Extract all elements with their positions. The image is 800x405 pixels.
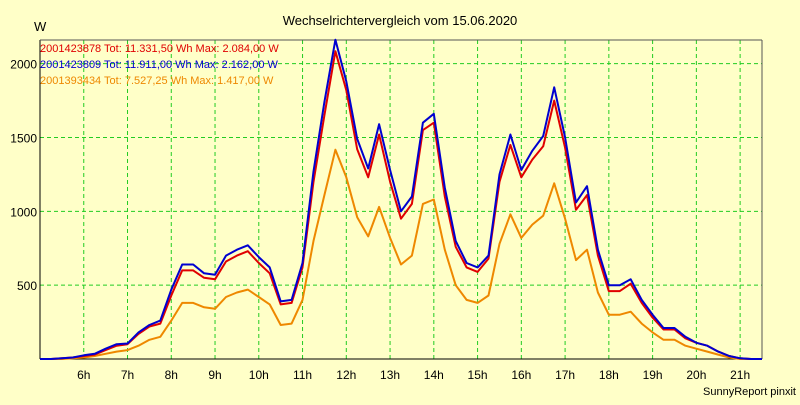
x-tick-label: 9h [208, 368, 221, 382]
x-tick-label: 8h [165, 368, 178, 382]
x-tick-label: 6h [77, 368, 90, 382]
series-line-2001393434 [40, 148, 762, 360]
y-axis-unit-label: W [34, 19, 47, 34]
y-tick-label: 2000 [10, 58, 37, 72]
x-tick-label: 19h [643, 368, 663, 382]
x-tick-label: 21h [730, 368, 750, 382]
y-tick-label: 1500 [10, 131, 37, 145]
chart-title: Wechselrichtervergleich vom 15.06.2020 [283, 13, 518, 28]
x-tick-label: 20h [686, 368, 706, 382]
x-tick-label: 16h [511, 368, 531, 382]
series-line-2001423809 [40, 38, 762, 360]
y-tick-label: 500 [17, 279, 37, 293]
x-tick-label: 13h [380, 368, 400, 382]
x-tick-label: 10h [249, 368, 269, 382]
axes: 500 1000 1500 2000 6h 7h 8h 9h 10h 11h 12h 13h 14h 15… [10, 39, 763, 382]
x-tick-label: 7h [121, 368, 134, 382]
legend-entry-2001423809: 2001423809 Tot: 11.911,00 Wh Max: 2.162,… [40, 59, 279, 71]
x-tick-label: 14h [424, 368, 444, 382]
footer-credit: SunnyReport pinxit [703, 386, 796, 398]
legend-entry-2001423878: 2001423878 Tot: 11.331,50 Wh Max: 2.084,… [40, 43, 279, 55]
x-tick-label: 15h [468, 368, 488, 382]
x-tick-label: 17h [555, 368, 575, 382]
legend-entry-2001393434: 2001393434 Tot: 7.527,25 Wh Max: 1.417,0… [40, 75, 274, 87]
series-lines [40, 38, 762, 360]
series-line-2001423878 [40, 50, 762, 360]
x-tick-label: 18h [599, 368, 619, 382]
legend: 2001423878 Tot: 11.331,50 Wh Max: 2.084,… [40, 43, 279, 87]
x-tick-label: 11h [293, 368, 312, 382]
x-tick-label: 12h [336, 368, 356, 382]
y-tick-label: 1000 [10, 205, 37, 219]
